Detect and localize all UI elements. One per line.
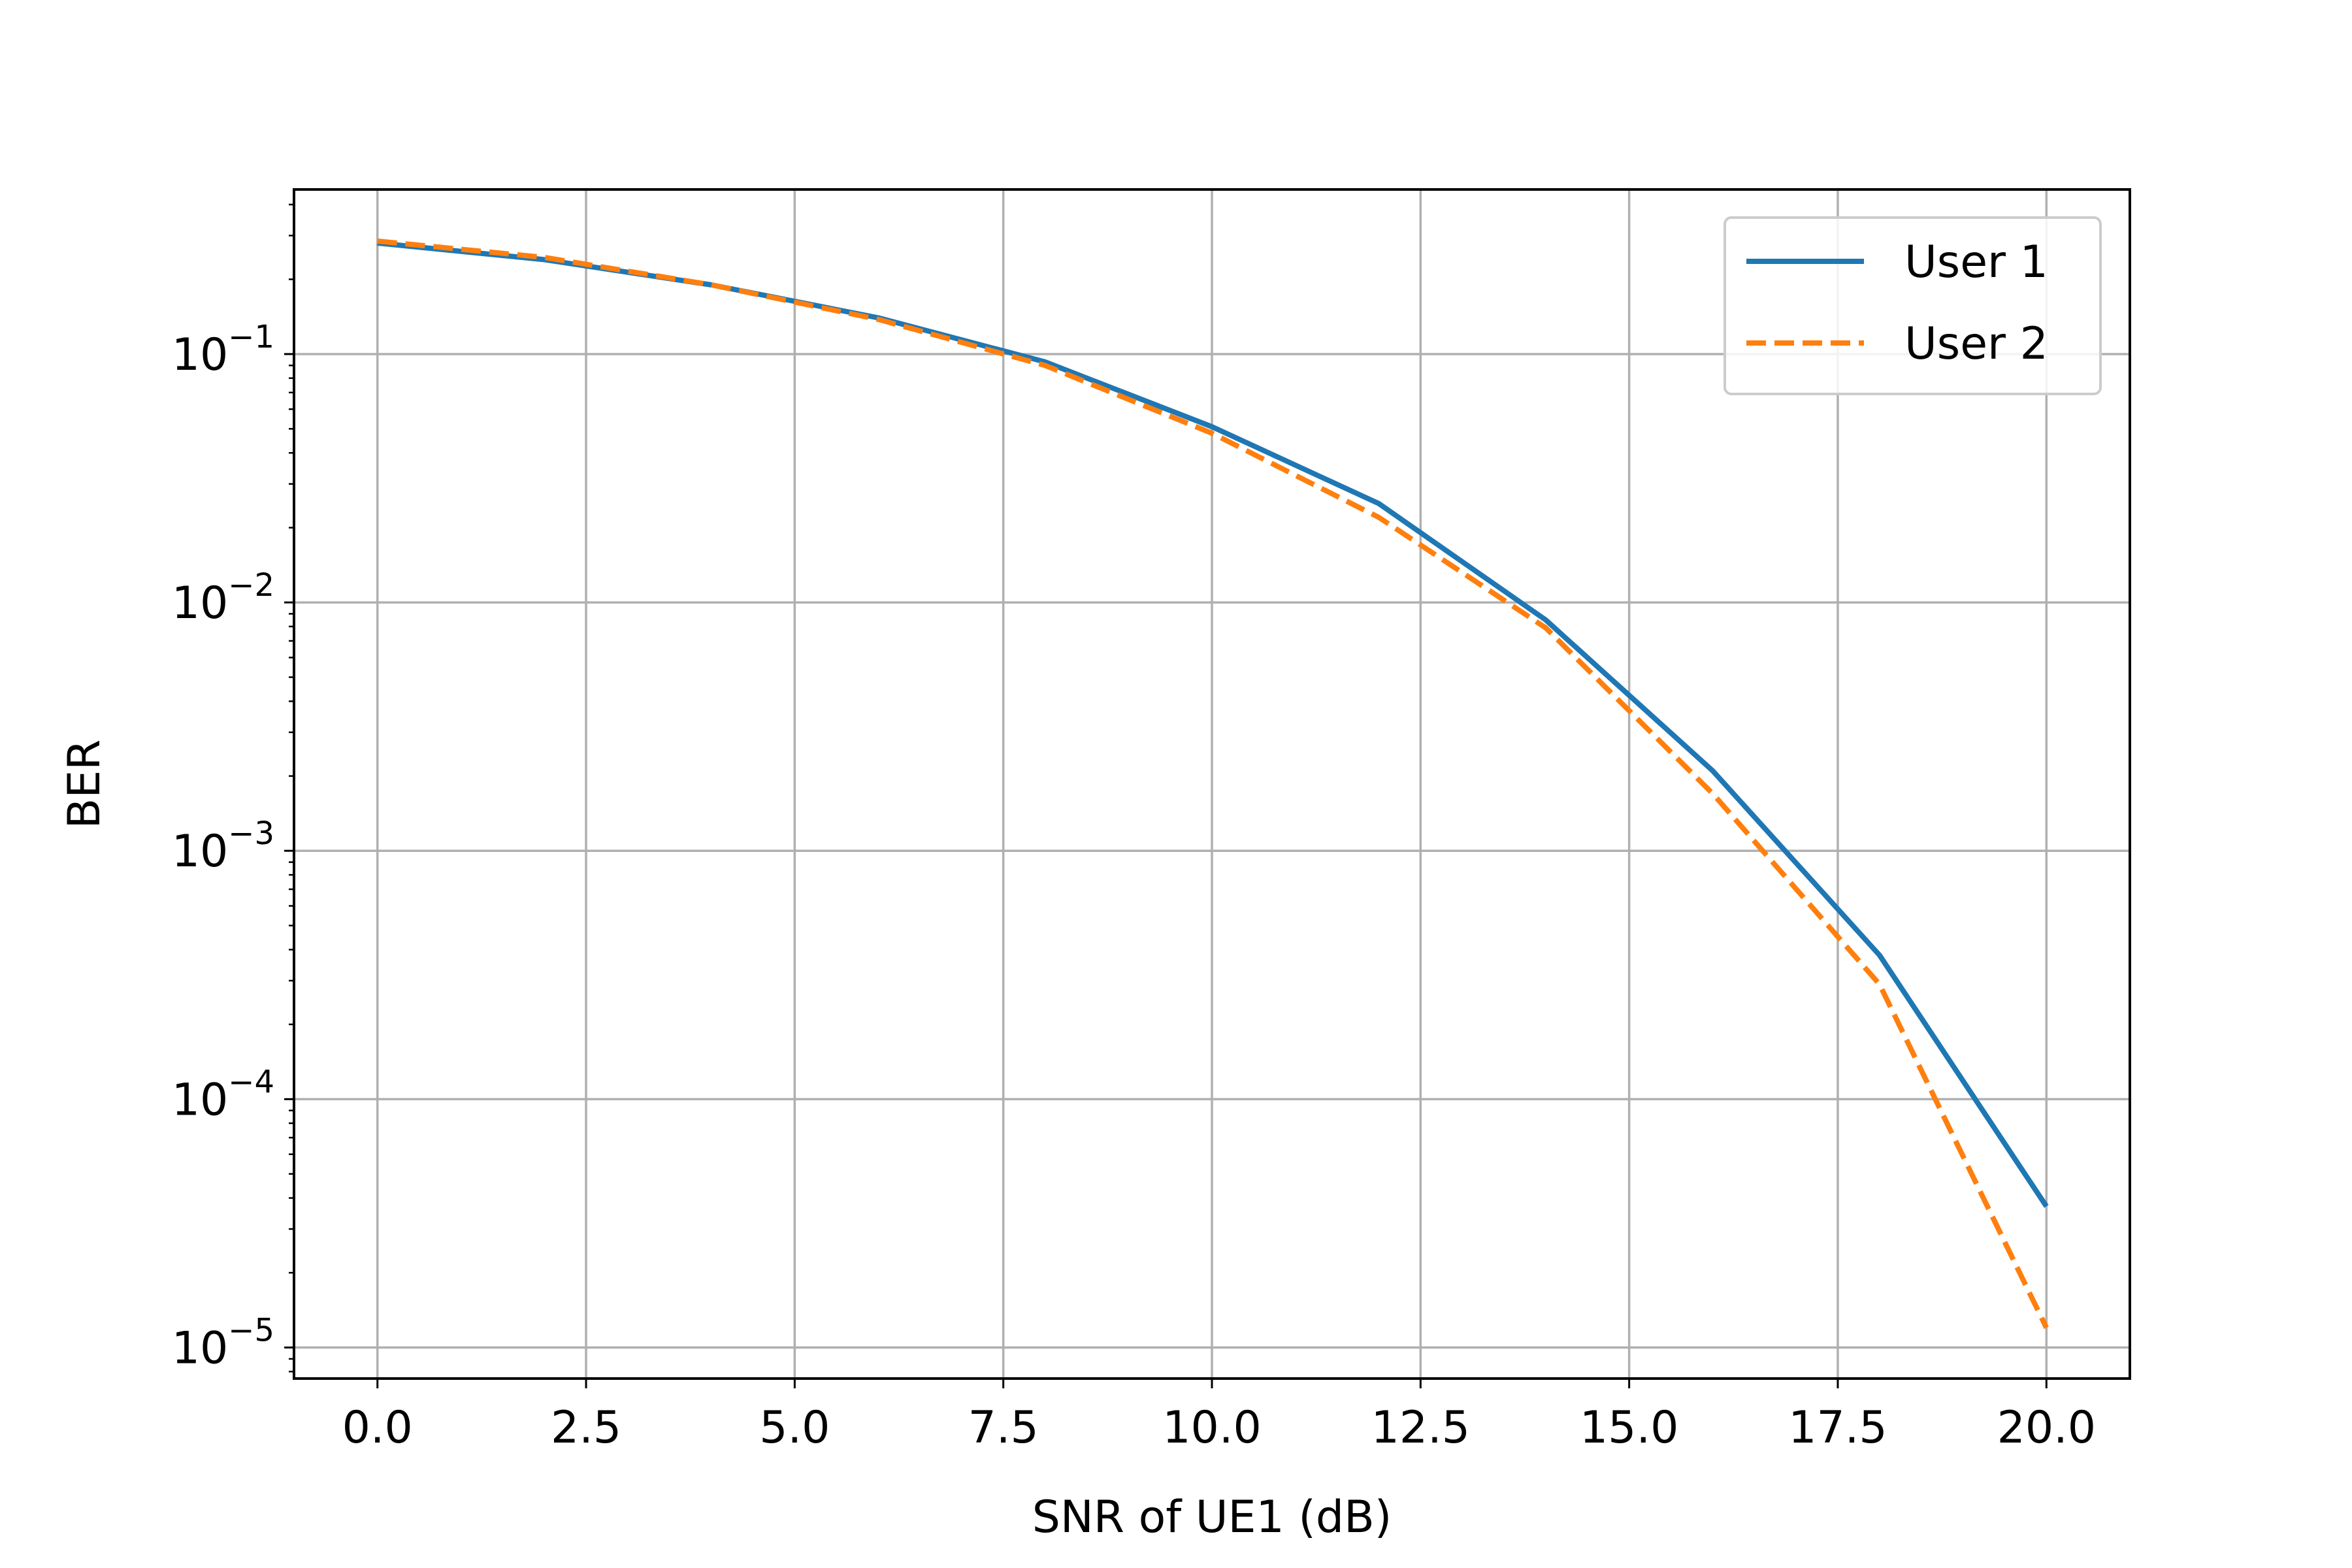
y-tick-base: 10 bbox=[172, 1074, 229, 1126]
y-tick-exponent: −1 bbox=[228, 319, 274, 355]
y-tick-base: 10 bbox=[172, 329, 229, 381]
x-tick-label: 17.5 bbox=[1788, 1402, 1887, 1454]
y-axis: 10−110−210−310−410−5 bbox=[172, 203, 294, 1375]
x-tick-label: 10.0 bbox=[1162, 1402, 1261, 1454]
x-tick-label: 20.0 bbox=[1997, 1402, 2096, 1454]
x-tick-label: 7.5 bbox=[968, 1402, 1039, 1454]
y-tick-base: 10 bbox=[172, 826, 229, 877]
y-tick-exponent: −4 bbox=[228, 1064, 274, 1100]
series-line-user-2 bbox=[377, 238, 2049, 1330]
x-tick-label: 12.5 bbox=[1371, 1402, 1470, 1454]
x-tick-label: 15.0 bbox=[1580, 1402, 1678, 1454]
x-tick-label: 2.5 bbox=[551, 1402, 621, 1454]
legend-label-user-1: User 1 bbox=[1904, 237, 2048, 288]
y-tick-label: 10−3 bbox=[172, 815, 274, 877]
x-tick-label: 0.0 bbox=[342, 1402, 413, 1454]
y-tick-base: 10 bbox=[172, 578, 229, 629]
x-axis: 0.0 2.5 5.0 7.5 10.0 12.5 15.0 17.5 20.0 bbox=[342, 1379, 2096, 1454]
y-tick-label: 10−4 bbox=[172, 1064, 274, 1126]
x-axis-label: SNR of UE1 (dB) bbox=[1032, 1492, 1392, 1543]
y-tick-base: 10 bbox=[172, 1323, 229, 1375]
grid-lines bbox=[294, 189, 2130, 1379]
y-tick-label: 10−5 bbox=[172, 1313, 274, 1375]
series-layer bbox=[377, 238, 2049, 1330]
y-tick-exponent: −2 bbox=[228, 567, 274, 604]
y-tick-label: 10−1 bbox=[172, 319, 274, 381]
y-tick-exponent: −5 bbox=[228, 1313, 274, 1349]
y-tick-label: 10−2 bbox=[172, 567, 274, 629]
y-axis-label: BER bbox=[59, 740, 110, 829]
y-tick-exponent: −3 bbox=[228, 815, 274, 852]
x-tick-label: 5.0 bbox=[759, 1402, 830, 1454]
legend-label-user-2: User 2 bbox=[1904, 318, 2048, 370]
legend: User 1 User 2 bbox=[1723, 216, 2102, 395]
series-line-user-1 bbox=[377, 240, 2049, 1208]
